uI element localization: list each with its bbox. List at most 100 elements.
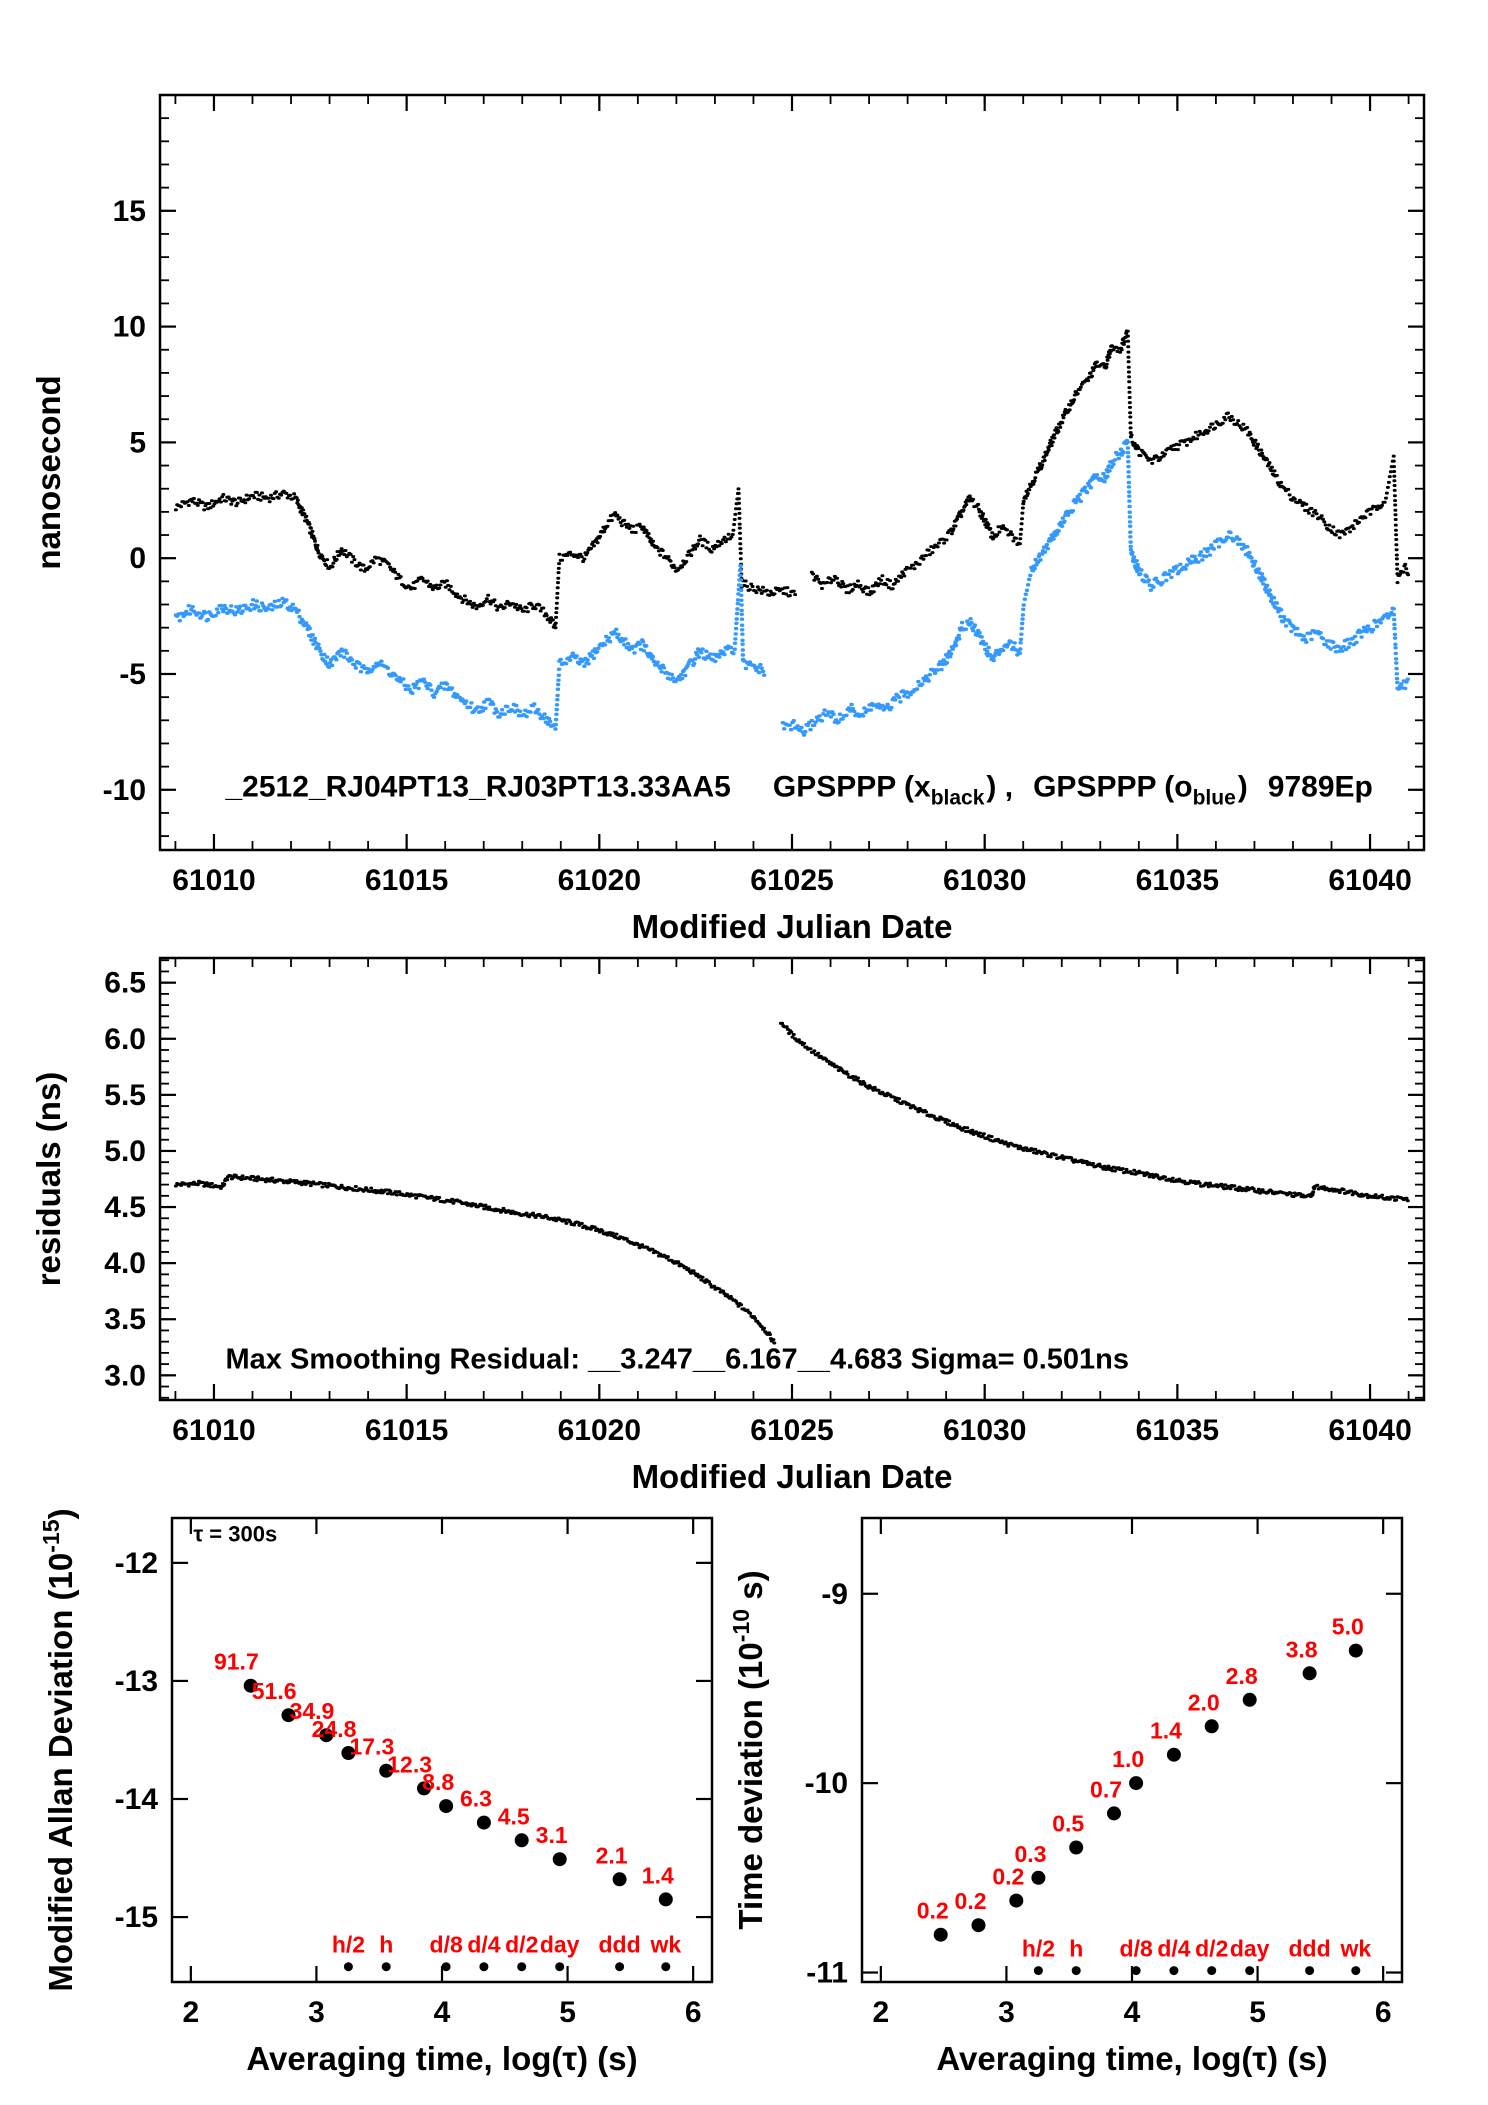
x-tick-label: 3 — [308, 1996, 325, 2029]
y-tick-label: -10 — [805, 1767, 848, 1800]
panel-phase: 61010 61015 61020 61025 61030 61035 61040 -10 -5… — [30, 93, 1426, 945]
x-tick-label: 61020 — [558, 864, 641, 897]
axes-frame — [158, 956, 1426, 1402]
y-tick-label: -13 — [115, 1665, 158, 1698]
x-tick-label: 61020 — [558, 1414, 641, 1447]
data-point — [552, 1852, 567, 1867]
tau-mark-dot — [1169, 1966, 1179, 1976]
x-tick-label: 4 — [434, 1996, 451, 2029]
x-tick-label: 61010 — [172, 1414, 255, 1447]
y-tick-label: 5 — [129, 426, 146, 459]
data-point — [612, 1872, 627, 1887]
panel-residuals: 61010 61015 61020 61025 61030 61035 61040 3.0 3.… — [30, 956, 1426, 1495]
data-point — [1069, 1840, 1084, 1855]
y-axis-label: residuals (ns) — [30, 1072, 67, 1287]
data-point — [1129, 1776, 1144, 1791]
data-point — [1166, 1747, 1181, 1762]
tau-mark-label: wk — [1339, 1936, 1371, 1962]
y-tick-label: -14 — [115, 1783, 159, 1816]
data-point — [514, 1833, 529, 1848]
data-point — [476, 1815, 491, 1830]
axes-frame — [158, 93, 1426, 852]
tau-mark-label: ddd — [1288, 1936, 1330, 1962]
data-point — [341, 1746, 356, 1760]
tau-mark-label: wk — [649, 1932, 681, 1958]
point-value-label: 0.7 — [1090, 1776, 1122, 1802]
tau-mark-dot — [1071, 1966, 1081, 1976]
x-tick-label: 61035 — [1136, 864, 1219, 897]
tau-mark-label: ddd — [598, 1932, 640, 1958]
point-value-label: 0.3 — [1014, 1841, 1046, 1867]
tau-mark-label: h/2 — [1022, 1936, 1055, 1962]
tau-mark-dot — [517, 1962, 527, 1972]
tau-mark-label: day — [1230, 1936, 1270, 1962]
data-point — [281, 1708, 296, 1723]
tau-mark-label: d/8 — [430, 1932, 463, 1958]
y-axis-label: nanosecond — [30, 375, 67, 569]
tau-mark-dot — [1131, 1966, 1141, 1976]
data-point — [439, 1799, 454, 1814]
point-value-label: 0.2 — [955, 1888, 987, 1914]
x-tick-label: 5 — [1249, 1996, 1266, 2029]
x-tick-label: 61010 — [172, 864, 255, 897]
y-tick-label: 0 — [129, 542, 146, 575]
tau-mark-label: d/8 — [1120, 1936, 1153, 1962]
tau-mark-dot — [479, 1962, 489, 1972]
y-tick-label: 6.0 — [104, 1023, 146, 1056]
tau-mark-dot — [1245, 1966, 1255, 1976]
point-value-label: 0.2 — [917, 1898, 949, 1924]
annotation: Max Smoothing Residual: __3.247__6.167__… — [226, 1344, 1130, 1376]
y-tick-label: 15 — [113, 195, 146, 228]
tau-mark-dot — [343, 1962, 353, 1972]
data-point — [243, 1678, 258, 1693]
y-tick-label: -5 — [119, 658, 146, 691]
tau-mark-label: day — [540, 1932, 580, 1958]
point-value-label: 6.3 — [460, 1786, 492, 1812]
y-tick-label: 6.5 — [104, 967, 146, 1000]
data-point — [1302, 1666, 1317, 1681]
series-gpsppp-o-blue — [173, 438, 1410, 737]
data-point — [417, 1781, 431, 1796]
data-point — [319, 1728, 334, 1743]
point-value-label: 4.5 — [498, 1803, 530, 1829]
point-value-label: 3.8 — [1286, 1636, 1318, 1662]
tau-mark-dot — [1033, 1966, 1043, 1976]
point-value-label: 5.0 — [1332, 1614, 1364, 1640]
x-tick-label: 2 — [182, 1996, 199, 2029]
x-tick-label: 3 — [998, 1996, 1015, 2029]
point-value-label: 34.9 — [290, 1698, 335, 1724]
tau-mark-label: h — [1069, 1936, 1083, 1962]
x-tick-label: 61040 — [1328, 1414, 1411, 1447]
point-value-label: 3.1 — [536, 1822, 568, 1848]
data-point — [658, 1892, 673, 1907]
point-value-label: 0.2 — [992, 1864, 1024, 1890]
axes-frame — [170, 1516, 714, 1984]
tau-mark-dot — [555, 1962, 565, 1972]
x-tick-label: 61015 — [365, 1414, 448, 1447]
x-tick-label: 61030 — [943, 864, 1026, 897]
tau-mark-label: d/4 — [467, 1932, 500, 1958]
tau-mark-dot — [1351, 1966, 1361, 1976]
y-tick-label: -10 — [103, 774, 146, 807]
point-value-label: 51.6 — [252, 1678, 297, 1704]
tau-mark-label: d/2 — [505, 1932, 538, 1958]
point-value-label: 2.0 — [1188, 1689, 1220, 1715]
y-tick-label: -11 — [806, 1957, 848, 1990]
data-point — [1009, 1893, 1024, 1908]
panel-mdev: 2 3 4 5 6 -15 -14 -13 -12 Averaging time, log(τ) … — [38, 1508, 714, 2077]
y-tick-label: 5.5 — [104, 1079, 146, 1112]
x-tick-label: 61025 — [750, 864, 833, 897]
y-tick-label: 3.5 — [104, 1303, 146, 1336]
panel-tdev: 2 3 4 5 6 -11 -10 -9 Averaging time, log(τ) (s) T… — [728, 1516, 1404, 2077]
y-tick-label: -12 — [115, 1547, 158, 1580]
data-point — [1204, 1719, 1219, 1734]
tau-mark-dot — [661, 1962, 671, 1972]
data-point — [1107, 1806, 1121, 1821]
data-point — [933, 1927, 948, 1942]
x-tick-label: 61025 — [750, 1414, 833, 1447]
axes-frame — [860, 1516, 1404, 1984]
data-point — [1348, 1643, 1363, 1658]
tau-mark-dot — [441, 1962, 451, 1972]
data-point — [1242, 1692, 1257, 1707]
point-value-label: 24.8 — [312, 1716, 357, 1742]
